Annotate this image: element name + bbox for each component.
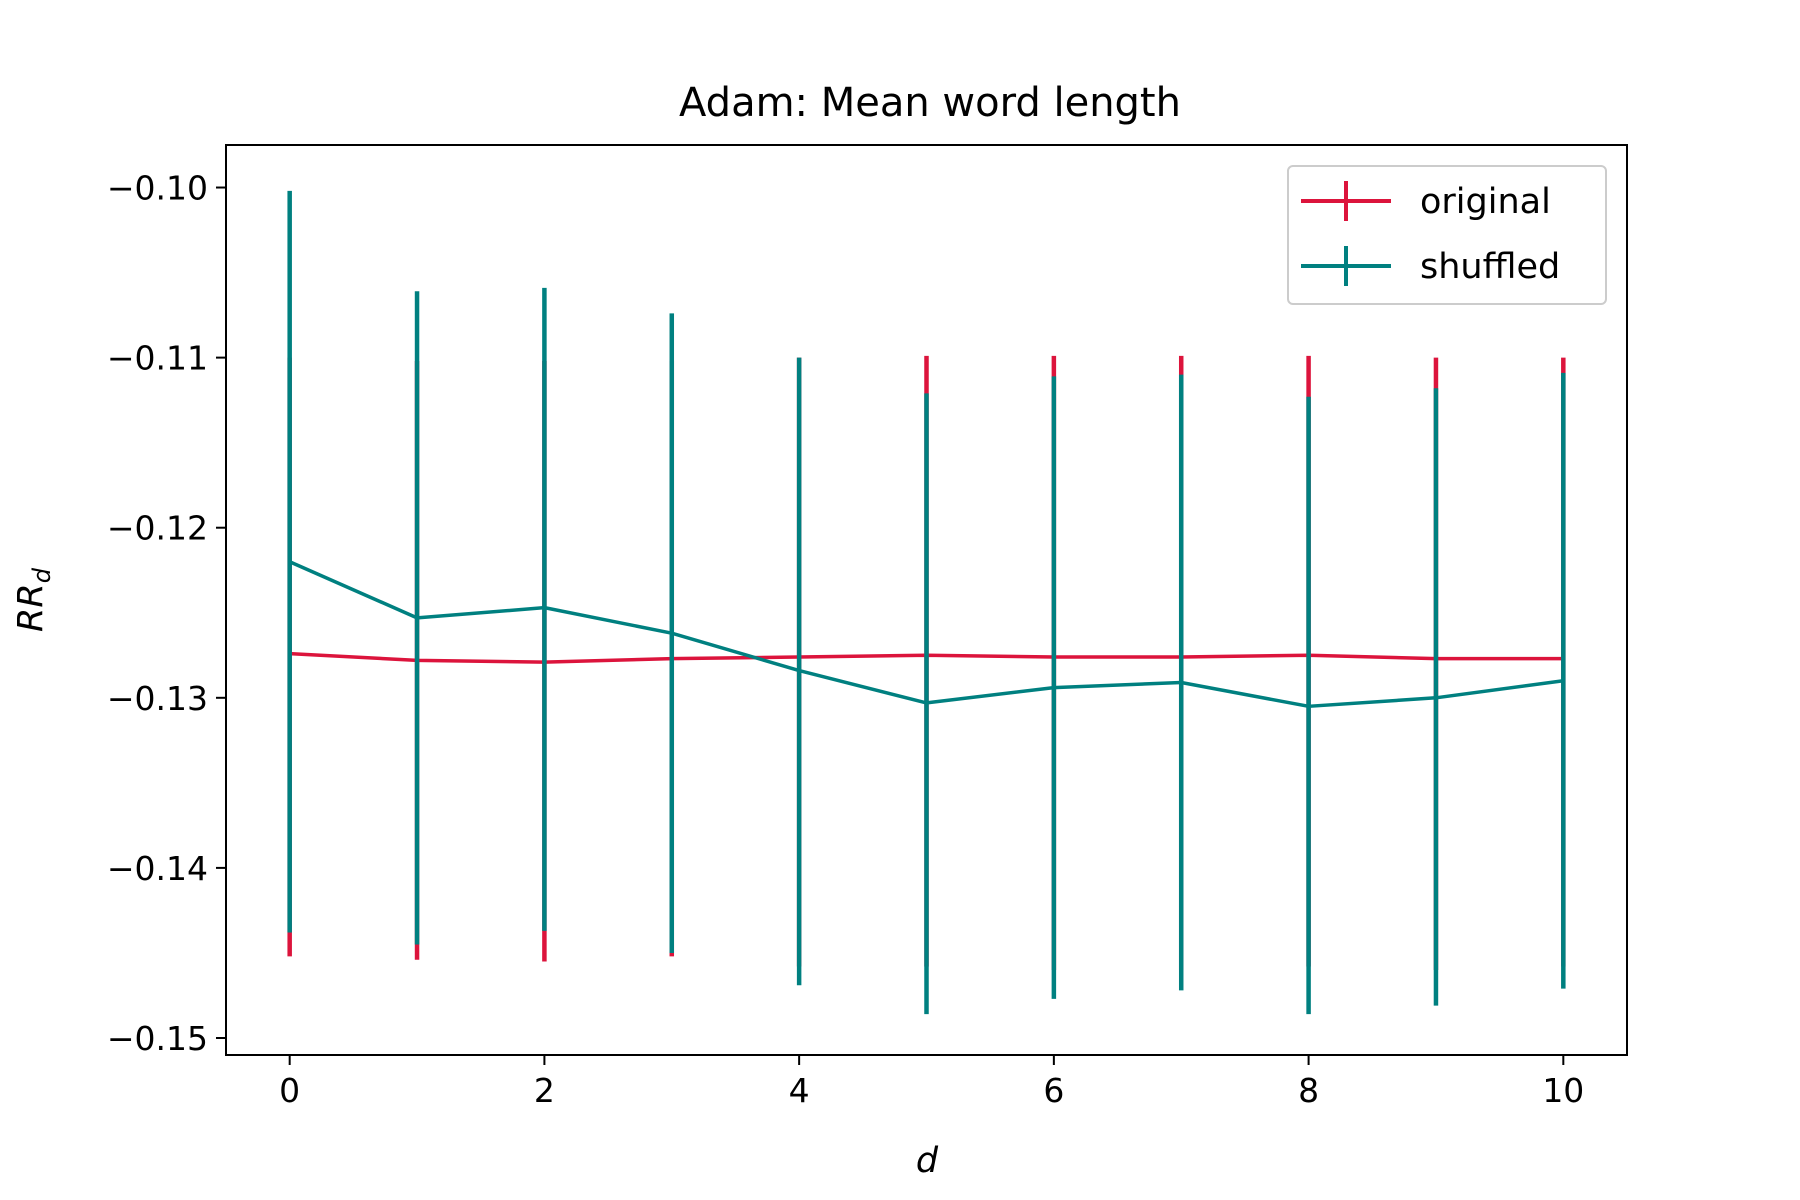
legend: original shuffled bbox=[1287, 165, 1607, 305]
y-axis-label: RRd bbox=[11, 567, 56, 632]
axes: 0 2 4 6 8 10 −0.10 −0.11 −0.12 −0.13 −0.14 −0.15 bbox=[107, 144, 1628, 1110]
x-tick-label-6: 6 bbox=[1043, 1071, 1064, 1110]
plot-area bbox=[287, 190, 1566, 1015]
y-tick-label-1: −0.11 bbox=[107, 339, 208, 378]
x-tick-label-2: 2 bbox=[534, 1071, 555, 1110]
y-axis-label-main: RR bbox=[11, 583, 51, 632]
y-tick-label-4: −0.14 bbox=[107, 849, 208, 888]
axes-frame bbox=[225, 144, 1628, 1056]
legend-item-original: original bbox=[1301, 181, 1551, 222]
y-tick-label-2: −0.12 bbox=[107, 509, 208, 548]
y-tick-label-3: −0.13 bbox=[107, 679, 208, 718]
line-shuffled bbox=[288, 560, 1564, 709]
chart-title: Adam: Mean word length bbox=[679, 80, 1181, 126]
y-tick-label-0: −0.10 bbox=[107, 169, 208, 208]
x-axis-label: d bbox=[916, 1141, 939, 1181]
x-tick-label-8: 8 bbox=[1298, 1071, 1319, 1110]
y-axis-label-subscript: d bbox=[28, 567, 56, 583]
y-tick-label-5: −0.15 bbox=[107, 1019, 208, 1058]
x-tick-label-4: 4 bbox=[789, 1071, 810, 1110]
x-tick-label-10: 10 bbox=[1542, 1071, 1584, 1110]
legend-label-shuffled: shuffled bbox=[1420, 247, 1560, 287]
x-tick-label-0: 0 bbox=[279, 1071, 300, 1110]
legend-label-original: original bbox=[1420, 182, 1551, 222]
legend-item-shuffled: shuffled bbox=[1301, 246, 1560, 287]
series-shuffled bbox=[287, 190, 1566, 1015]
